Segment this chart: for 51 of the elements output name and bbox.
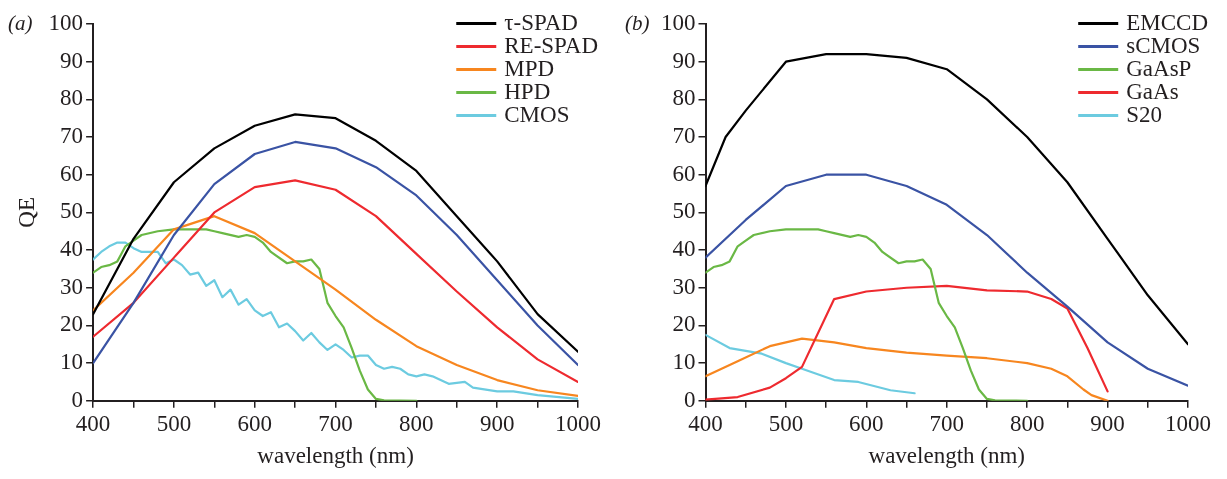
x-tick-label: 800 xyxy=(399,410,434,436)
legend-label: EMCCD xyxy=(1126,9,1209,35)
y-tick-label: 60 xyxy=(672,160,696,186)
y-tick-label: 50 xyxy=(60,198,84,224)
x-tick-label: 900 xyxy=(1090,410,1125,436)
y-tick-label: 40 xyxy=(60,236,84,262)
y-tick-label: 50 xyxy=(672,198,696,224)
x-tick-label: 600 xyxy=(237,410,272,436)
y-tick-label: 40 xyxy=(672,236,696,262)
y-tick-label: 0 xyxy=(71,386,84,412)
legend-label: sCMOS xyxy=(1126,32,1201,58)
y-tick-label: 30 xyxy=(672,273,696,299)
chart-title: (b) xyxy=(625,10,650,35)
x-tick-label: 400 xyxy=(75,410,111,436)
y-tick-label: 10 xyxy=(672,349,696,375)
legend-label: CMOS xyxy=(504,101,570,127)
x-tick-label: 600 xyxy=(849,410,884,436)
x-tick-label: 700 xyxy=(318,410,353,436)
x-tick-label: 1000 xyxy=(555,410,601,436)
y-tick-label: 10 xyxy=(60,349,84,375)
x-axis-title: wavelength (nm) xyxy=(257,443,414,469)
y-tick-label: 60 xyxy=(60,160,84,186)
x-tick-label: 900 xyxy=(479,410,515,436)
legend-label: GaAsP xyxy=(1126,55,1192,81)
legend-label: GaAs xyxy=(1126,78,1179,104)
x-tick-label: 800 xyxy=(1009,410,1045,436)
y-axis-title: QE xyxy=(13,197,39,228)
y-tick-label: 100 xyxy=(661,10,696,36)
x-tick-label: 500 xyxy=(768,410,804,436)
y-tick-label: 90 xyxy=(672,47,696,73)
legend-label: τ-SPAD xyxy=(504,9,578,35)
y-tick-label: 80 xyxy=(60,85,84,111)
legend-label: MPD xyxy=(504,55,555,81)
y-tick-label: 20 xyxy=(60,311,84,337)
y-tick-label: 80 xyxy=(672,85,696,111)
chart-title: (a) xyxy=(8,10,33,35)
legend-label: RE-SPAD xyxy=(504,32,599,58)
x-tick-label: 1000 xyxy=(1165,410,1211,436)
legend-label: S20 xyxy=(1126,101,1163,127)
x-tick-label: 700 xyxy=(929,410,964,436)
y-tick-label: 100 xyxy=(48,10,84,36)
x-tick-label: 500 xyxy=(156,410,192,436)
y-tick-label: 0 xyxy=(684,386,696,412)
x-axis-title: wavelength (nm) xyxy=(868,443,1025,469)
y-tick-label: 70 xyxy=(672,123,696,149)
y-tick-label: 70 xyxy=(60,123,84,149)
legend-label: HPD xyxy=(504,78,551,104)
x-tick-label: 400 xyxy=(688,410,723,436)
y-tick-label: 90 xyxy=(60,47,84,73)
y-tick-label: 20 xyxy=(672,311,696,337)
y-tick-label: 30 xyxy=(60,273,84,299)
